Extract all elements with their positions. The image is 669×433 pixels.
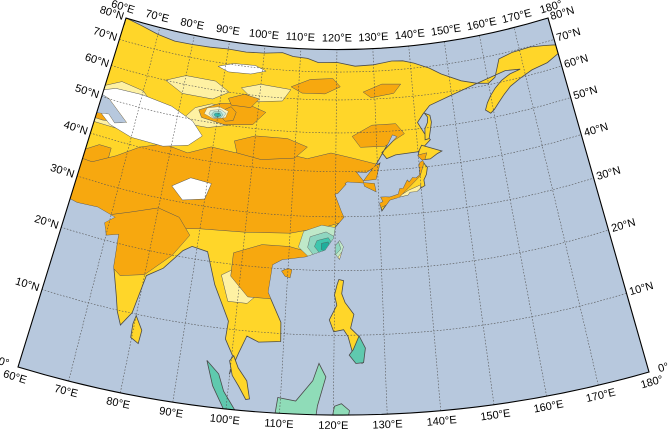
svg-text:120°E: 120°E [322, 32, 352, 44]
svg-text:110°E: 110°E [285, 31, 315, 44]
svg-text:110°E: 110°E [264, 417, 294, 431]
svg-text:130°E: 130°E [358, 31, 389, 44]
svg-text:0°: 0° [657, 361, 669, 375]
svg-text:130°E: 130°E [372, 418, 403, 431]
svg-text:120°E: 120°E [318, 420, 348, 432]
